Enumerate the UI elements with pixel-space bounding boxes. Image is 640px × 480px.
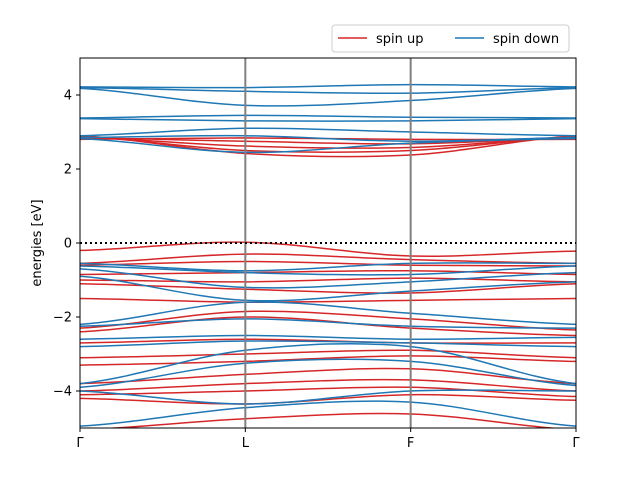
band-line-spin-down-10 xyxy=(80,265,576,276)
band-line-spin-up-5 xyxy=(80,134,576,158)
band-line-spin-down-1 xyxy=(80,83,576,89)
legend-label-spin-down: spin down xyxy=(493,32,559,47)
band-line-spin-up-16 xyxy=(80,349,576,359)
y-axis-label: energies [eV] xyxy=(30,199,45,286)
y-axis: −4 −2 0 2 4 xyxy=(53,89,80,400)
band-line-spin-up-8 xyxy=(80,260,576,267)
x-tick-label: Γ xyxy=(76,436,84,451)
band-line-spin-up-17 xyxy=(80,355,576,366)
band-line-spin-down-3 xyxy=(80,87,576,107)
band-line-spin-up-3 xyxy=(80,136,576,149)
band-line-spin-down-4 xyxy=(80,114,576,119)
series-spin-down xyxy=(80,83,576,427)
band-line-spin-up-11 xyxy=(80,282,576,294)
band-line-spin-up-19 xyxy=(80,378,576,392)
band-line-spin-down-17 xyxy=(80,342,576,385)
band-line-spin-down-2 xyxy=(80,86,576,95)
band-line-spin-up-7 xyxy=(80,253,576,265)
band-line-spin-up-13 xyxy=(80,310,576,331)
band-line-spin-down-20 xyxy=(80,400,576,427)
band-line-spin-down-13 xyxy=(80,301,576,326)
band-line-spin-down-12 xyxy=(80,275,576,302)
band-line-spin-up-4 xyxy=(80,135,576,153)
band-line-spin-down-14 xyxy=(80,318,576,329)
band-line-spin-up-20 xyxy=(80,386,576,398)
band-line-spin-down-9 xyxy=(80,262,576,272)
band-line-spin-down-5 xyxy=(80,117,576,122)
band-line-spin-down-6 xyxy=(80,127,576,137)
x-tick-label: Γ xyxy=(572,436,580,451)
bands-layer xyxy=(80,83,576,428)
y-tick-label: 2 xyxy=(64,163,72,178)
band-line-spin-up-12 xyxy=(80,297,576,303)
band-line-spin-down-15 xyxy=(80,334,576,340)
band-line-spin-up-21 xyxy=(80,393,576,405)
band-line-spin-up-6 xyxy=(80,241,576,257)
overlay-layer xyxy=(80,58,576,428)
legend: spin up spin down xyxy=(331,24,570,53)
y-tick-label: 4 xyxy=(64,89,72,104)
legend-box xyxy=(331,24,570,53)
y-tick-label: −2 xyxy=(53,311,72,326)
band-line-spin-down-11 xyxy=(80,268,576,289)
band-line-spin-up-18 xyxy=(80,367,576,385)
y-tick-label: 0 xyxy=(64,237,72,252)
band-line-spin-up-22 xyxy=(104,412,560,428)
band-line-spin-up-9 xyxy=(80,269,576,276)
band-line-spin-down-18 xyxy=(80,358,576,389)
band-line-spin-up-10 xyxy=(80,277,576,283)
x-tick-label: L xyxy=(242,436,250,451)
band-line-spin-down-8 xyxy=(80,137,576,154)
band-line-spin-down-19 xyxy=(80,389,576,405)
band-line-spin-up-14 xyxy=(80,316,576,337)
y-tick-label: −4 xyxy=(53,385,72,400)
x-tick-label: F xyxy=(407,436,414,451)
series-spin-up xyxy=(80,134,576,428)
band-line-spin-down-16 xyxy=(80,340,576,348)
legend-label-spin-up: spin up xyxy=(376,32,424,47)
